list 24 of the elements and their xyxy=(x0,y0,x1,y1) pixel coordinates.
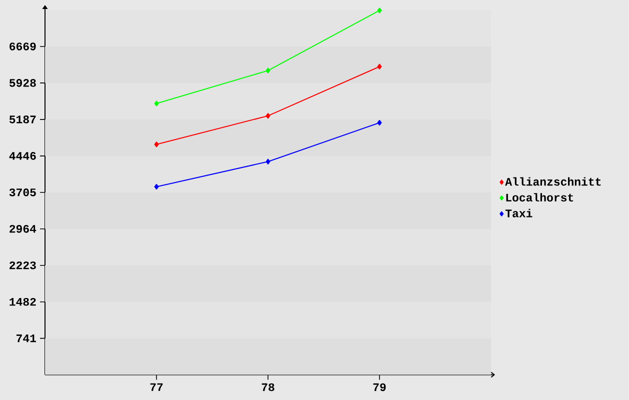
legend-label: Allianzschnitt xyxy=(505,177,601,186)
point xyxy=(377,8,382,14)
y-tick-label: 741 xyxy=(16,334,36,342)
y-tick-label: 4446 xyxy=(9,152,36,160)
x-tick-label: 79 xyxy=(373,383,386,392)
point xyxy=(266,158,270,164)
y-tick-label: 2223 xyxy=(10,261,36,270)
y-tick-label: 3705 xyxy=(9,188,36,196)
legend-label: Localhorst xyxy=(506,193,574,202)
point xyxy=(154,100,159,106)
legend-label: Taxi xyxy=(505,208,532,218)
y-tick-label: 1482 xyxy=(10,298,36,306)
point xyxy=(154,142,159,148)
y-tick-label: 2964 xyxy=(10,224,36,233)
point xyxy=(377,120,382,126)
y-tick-label: 5187 xyxy=(9,116,36,124)
x-tick-label: 77 xyxy=(150,383,163,391)
point xyxy=(377,64,382,70)
point xyxy=(266,68,270,74)
x-tick-label: 78 xyxy=(262,383,274,392)
point xyxy=(266,113,270,119)
y-tick-label: 5928 xyxy=(9,79,36,87)
point xyxy=(154,184,159,190)
y-tick-label: 6669 xyxy=(10,42,36,50)
